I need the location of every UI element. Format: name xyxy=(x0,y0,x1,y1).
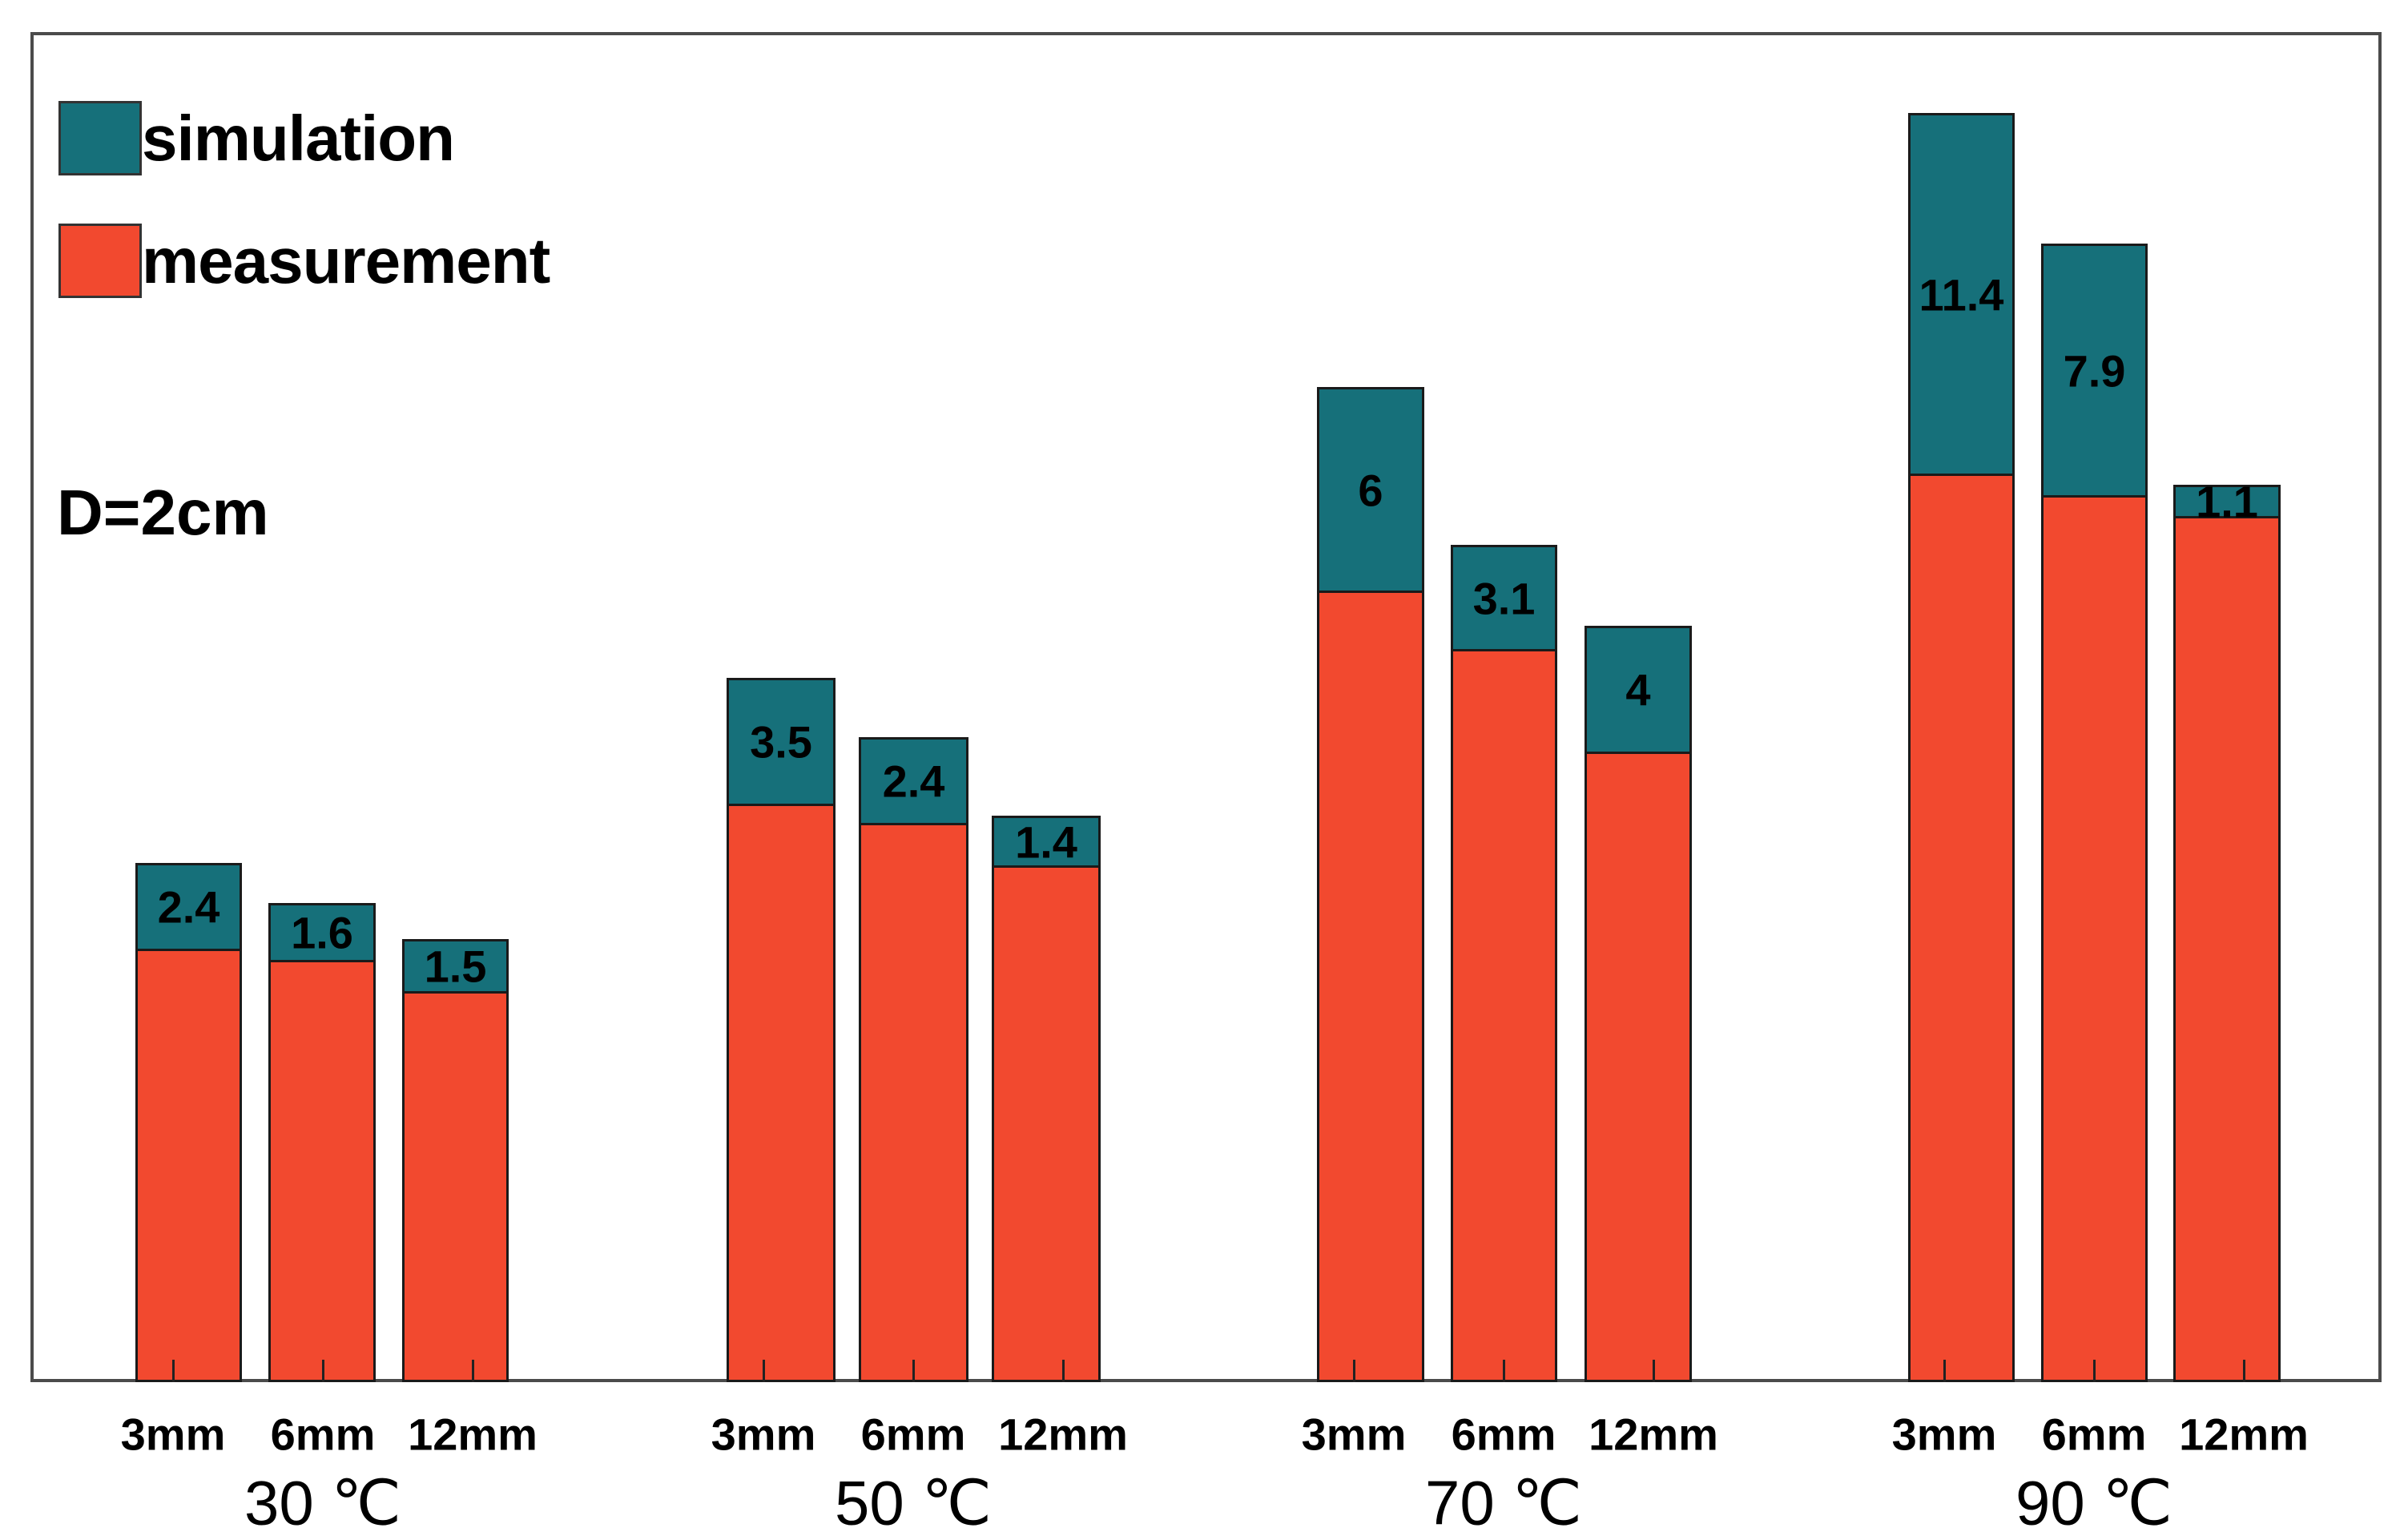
bar-segment-measurement xyxy=(268,962,376,1382)
x-tick-label: 12mm xyxy=(1589,1409,1718,1460)
bar-value-label: 11.4 xyxy=(1919,269,2004,320)
x-axis-tick xyxy=(912,1360,915,1382)
group-temperature-label: 90 ℃ xyxy=(2015,1467,2173,1538)
legend-label-simulation: simulation xyxy=(142,103,455,174)
x-axis-tick xyxy=(2093,1360,2096,1382)
measurement-swatch-icon xyxy=(58,224,142,298)
bar-segment-simulation xyxy=(727,678,836,806)
x-tick-label: 6mm xyxy=(2041,1409,2147,1460)
bar-value-label: 4 xyxy=(1625,664,1651,716)
x-tick-label: 6mm xyxy=(270,1409,376,1460)
x-tick-label: 12mm xyxy=(2179,1409,2309,1460)
x-axis-tick xyxy=(1503,1360,1505,1382)
bar-segment-simulation xyxy=(2041,244,2148,498)
bar-segment-simulation xyxy=(402,939,509,994)
x-axis-tick xyxy=(1353,1360,1355,1382)
group-temperature-label: 70 ℃ xyxy=(1424,1467,1583,1538)
x-axis-tick xyxy=(172,1360,175,1382)
bar-value-label: 2.4 xyxy=(882,756,945,807)
x-tick-label: 6mm xyxy=(860,1409,966,1460)
bar-segment-measurement xyxy=(1317,593,1424,1382)
bar-segment-simulation xyxy=(2173,485,2281,518)
bar-segment-simulation xyxy=(992,816,1101,868)
group-temperature-label: 50 ℃ xyxy=(834,1467,993,1538)
bar-value-label: 1.1 xyxy=(2196,476,2258,527)
bar-segment-measurement xyxy=(2173,518,2281,1382)
bar-segment-measurement xyxy=(992,868,1101,1382)
x-tick-label: 3mm xyxy=(1301,1409,1407,1460)
bar-segment-measurement xyxy=(135,951,242,1382)
annotation-diameter: D=2cm xyxy=(57,477,269,548)
simulation-swatch-icon xyxy=(58,101,142,175)
group-temperature-label: 30 ℃ xyxy=(244,1467,402,1538)
x-tick-label: 12mm xyxy=(998,1409,1128,1460)
bar-segment-simulation xyxy=(1317,387,1424,593)
bar-segment-simulation xyxy=(1908,113,2015,476)
legend-item-simulation: simulation xyxy=(58,101,455,175)
x-tick-label: 3mm xyxy=(711,1409,816,1460)
x-tick-label: 3mm xyxy=(120,1409,226,1460)
bar-segment-measurement xyxy=(1451,651,1557,1382)
x-axis-tick xyxy=(1653,1360,1655,1382)
bar-segment-simulation xyxy=(1585,626,1692,754)
bar-segment-measurement xyxy=(727,806,836,1382)
bar-segment-measurement xyxy=(2041,498,2148,1382)
x-axis-tick xyxy=(2243,1360,2245,1382)
bar-segment-simulation xyxy=(859,737,968,825)
legend-label-measurement: measurement xyxy=(142,225,550,296)
bar-value-label: 1.4 xyxy=(1015,816,1077,867)
bar-segment-measurement xyxy=(859,825,968,1382)
bar-segment-simulation xyxy=(268,903,376,962)
bar-value-label: 7.9 xyxy=(2063,345,2126,396)
bar-value-label: 6 xyxy=(1358,465,1383,515)
x-axis-tick xyxy=(1943,1360,1946,1382)
bar-segment-simulation xyxy=(135,863,242,951)
bar-segment-measurement xyxy=(1585,754,1692,1382)
x-axis-tick xyxy=(763,1360,765,1382)
bar-segment-measurement xyxy=(402,994,509,1382)
x-axis-tick xyxy=(1062,1360,1065,1382)
x-axis-tick xyxy=(322,1360,324,1382)
x-tick-label: 6mm xyxy=(1451,1409,1556,1460)
bar-value-label: 2.4 xyxy=(157,881,220,933)
plot-frame xyxy=(30,32,2382,1382)
bar-segment-measurement xyxy=(1908,476,2015,1382)
bar-segment-simulation xyxy=(1451,545,1557,651)
x-tick-label: 3mm xyxy=(1891,1409,1997,1460)
bar-value-label: 3.5 xyxy=(750,716,812,768)
x-tick-label: 12mm xyxy=(408,1409,538,1460)
legend-item-measurement: measurement xyxy=(58,224,550,298)
bar-value-label: 1.5 xyxy=(424,941,487,992)
bar-value-label: 3.1 xyxy=(1472,573,1536,623)
x-axis-tick xyxy=(472,1360,474,1382)
bar-value-label: 1.6 xyxy=(291,907,353,958)
